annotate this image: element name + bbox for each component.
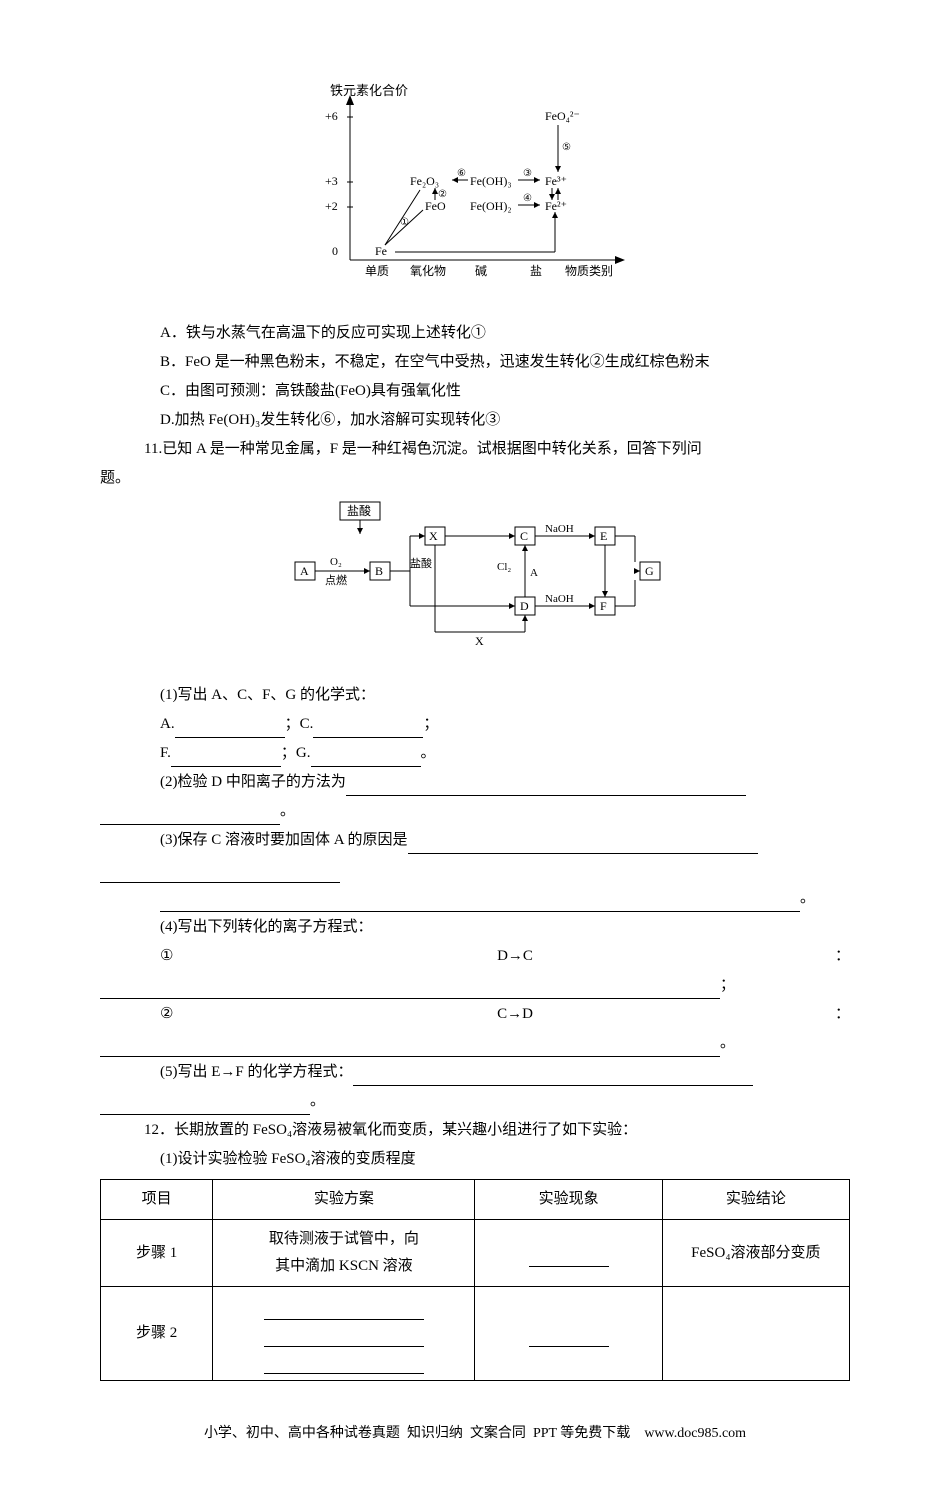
q11-4-eq2-blank: 。 bbox=[100, 1030, 850, 1057]
svg-text:O₂: O₂ bbox=[330, 556, 342, 568]
svg-text:③: ③ bbox=[523, 168, 532, 179]
option-c: C．由图可预测：高铁酸盐(FeO)具有强氧化性 bbox=[100, 378, 850, 405]
q11-1-fg: F.；G.。 bbox=[100, 740, 850, 767]
svg-text:X: X bbox=[475, 634, 484, 648]
svg-text:B: B bbox=[375, 564, 383, 578]
q11-4-eq1-blank: ； bbox=[100, 972, 850, 999]
th-phen: 实验现象 bbox=[475, 1180, 662, 1220]
page-footer: 小学、初中、高中各种试卷真题 知识归纳 文案合同 PPT 等免费下载 www.d… bbox=[100, 1421, 850, 1446]
q11-4: (4)写出下列转化的离子方程式： bbox=[100, 914, 850, 941]
svg-text:+6: +6 bbox=[325, 109, 338, 123]
svg-text:+3: +3 bbox=[325, 174, 338, 188]
q11-3: (3)保存 C 溶液时要加固体 A 的原因是 bbox=[100, 827, 850, 854]
y-axis-label: 铁元素化合价 bbox=[330, 83, 408, 98]
q11-4-eq1: ① D→C ： bbox=[100, 943, 850, 970]
q12-1: (1)设计实验检验 FeSO₄溶液的变质程度 bbox=[100, 1146, 850, 1173]
svg-text:④: ④ bbox=[523, 193, 532, 204]
q11-2: (2)检验 D 中阳离子的方法为 bbox=[100, 769, 850, 796]
svg-text:FeO₄²⁻: FeO₄²⁻ bbox=[545, 109, 580, 123]
svg-text:D: D bbox=[520, 599, 529, 613]
svg-text:+2: +2 bbox=[325, 199, 338, 213]
svg-text:0: 0 bbox=[332, 244, 338, 258]
svg-text:②: ② bbox=[438, 189, 447, 200]
q11-1-ac: A.；C.； bbox=[100, 711, 850, 738]
q11-3-cont2: 。 bbox=[100, 885, 850, 912]
svg-text:G: G bbox=[645, 564, 654, 578]
svg-text:Cl₂: Cl₂ bbox=[497, 561, 511, 573]
q11-intro-2: 题。 bbox=[100, 465, 850, 492]
svg-text:Fe₂O₃: Fe₂O₃ bbox=[410, 174, 439, 188]
svg-text:⑤: ⑤ bbox=[562, 142, 571, 153]
svg-text:A: A bbox=[530, 567, 538, 579]
svg-text:NaOH: NaOH bbox=[545, 523, 574, 535]
svg-text:F: F bbox=[600, 599, 607, 613]
svg-text:单质: 单质 bbox=[365, 264, 389, 278]
q11-5: (5)写出 E→F 的化学方程式： bbox=[100, 1059, 850, 1086]
svg-text:X: X bbox=[429, 529, 438, 543]
option-b: B．FeO 是一种黑色粉末，不稳定，在空气中受热，迅速发生转化②生成红棕色粉末 bbox=[100, 349, 850, 376]
q11-intro-1: 11.已知 A 是一种常见金属，F 是一种红褐色沉淀。试根据图中转化关系，回答下… bbox=[100, 436, 850, 463]
svg-text:盐酸: 盐酸 bbox=[410, 556, 432, 570]
option-a: A．铁与水蒸气在高温下的反应可实现上述转化① bbox=[100, 320, 850, 347]
q12-intro: 12．长期放置的 FeSO₄溶液易被氧化而变质，某兴趣小组进行了如下实验： bbox=[100, 1117, 850, 1144]
q11-2-cont: 。 bbox=[100, 798, 850, 825]
q11-3-cont bbox=[100, 856, 850, 883]
svg-text:Fe: Fe bbox=[375, 244, 387, 258]
svg-text:Fe(OH)₃: Fe(OH)₃ bbox=[470, 174, 512, 188]
svg-text:Fe(OH)₂: Fe(OH)₂ bbox=[470, 199, 512, 213]
oxidation-state-diagram: 铁元素化合价 +6 +3 +2 0 FeO₄²⁻ Fe₂O₃ Fe(OH)₃ F… bbox=[100, 80, 850, 300]
svg-text:⑥: ⑥ bbox=[457, 168, 466, 179]
q11-5-cont: 。 bbox=[100, 1088, 850, 1115]
svg-text:A: A bbox=[300, 564, 309, 578]
q11-4-eq2: ② C→D ： bbox=[100, 1001, 850, 1028]
svg-text:点燃: 点燃 bbox=[325, 573, 347, 587]
svg-text:碱: 碱 bbox=[475, 264, 487, 278]
svg-text:C: C bbox=[520, 529, 528, 543]
svg-text:氧化物: 氧化物 bbox=[410, 264, 446, 278]
table-row: 步骤 2 bbox=[101, 1287, 850, 1381]
svg-text:E: E bbox=[600, 529, 607, 543]
th-plan: 实验方案 bbox=[213, 1180, 475, 1220]
svg-text:FeO: FeO bbox=[425, 199, 446, 213]
table-row: 步骤 1 取待测液于试管中，向 其中滴加 KSCN 溶液 FeSO₄溶液部分变质 bbox=[101, 1220, 850, 1287]
q11-1: (1)写出 A、C、F、G 的化学式： bbox=[100, 682, 850, 709]
svg-text:①: ① bbox=[400, 217, 409, 228]
svg-text:盐酸: 盐酸 bbox=[347, 503, 371, 518]
th-conc: 实验结论 bbox=[662, 1180, 849, 1220]
th-item: 项目 bbox=[101, 1180, 213, 1220]
conversion-diagram: A B X C D E F G 盐酸 O₂ 点燃 盐酸 bbox=[100, 492, 850, 662]
svg-text:Fe³⁺: Fe³⁺ bbox=[545, 174, 567, 188]
experiment-table: 项目 实验方案 实验现象 实验结论 步骤 1 取待测液于试管中，向 其中滴加 K… bbox=[100, 1179, 850, 1381]
option-d: D.加热 Fe(OH)₃发生转化⑥，加水溶解可实现转化③ bbox=[100, 407, 850, 434]
svg-text:NaOH: NaOH bbox=[545, 593, 574, 605]
svg-text:物质类别: 物质类别 bbox=[565, 264, 613, 278]
footer-url: www.doc985.com bbox=[644, 1426, 746, 1441]
svg-text:盐: 盐 bbox=[530, 264, 542, 278]
